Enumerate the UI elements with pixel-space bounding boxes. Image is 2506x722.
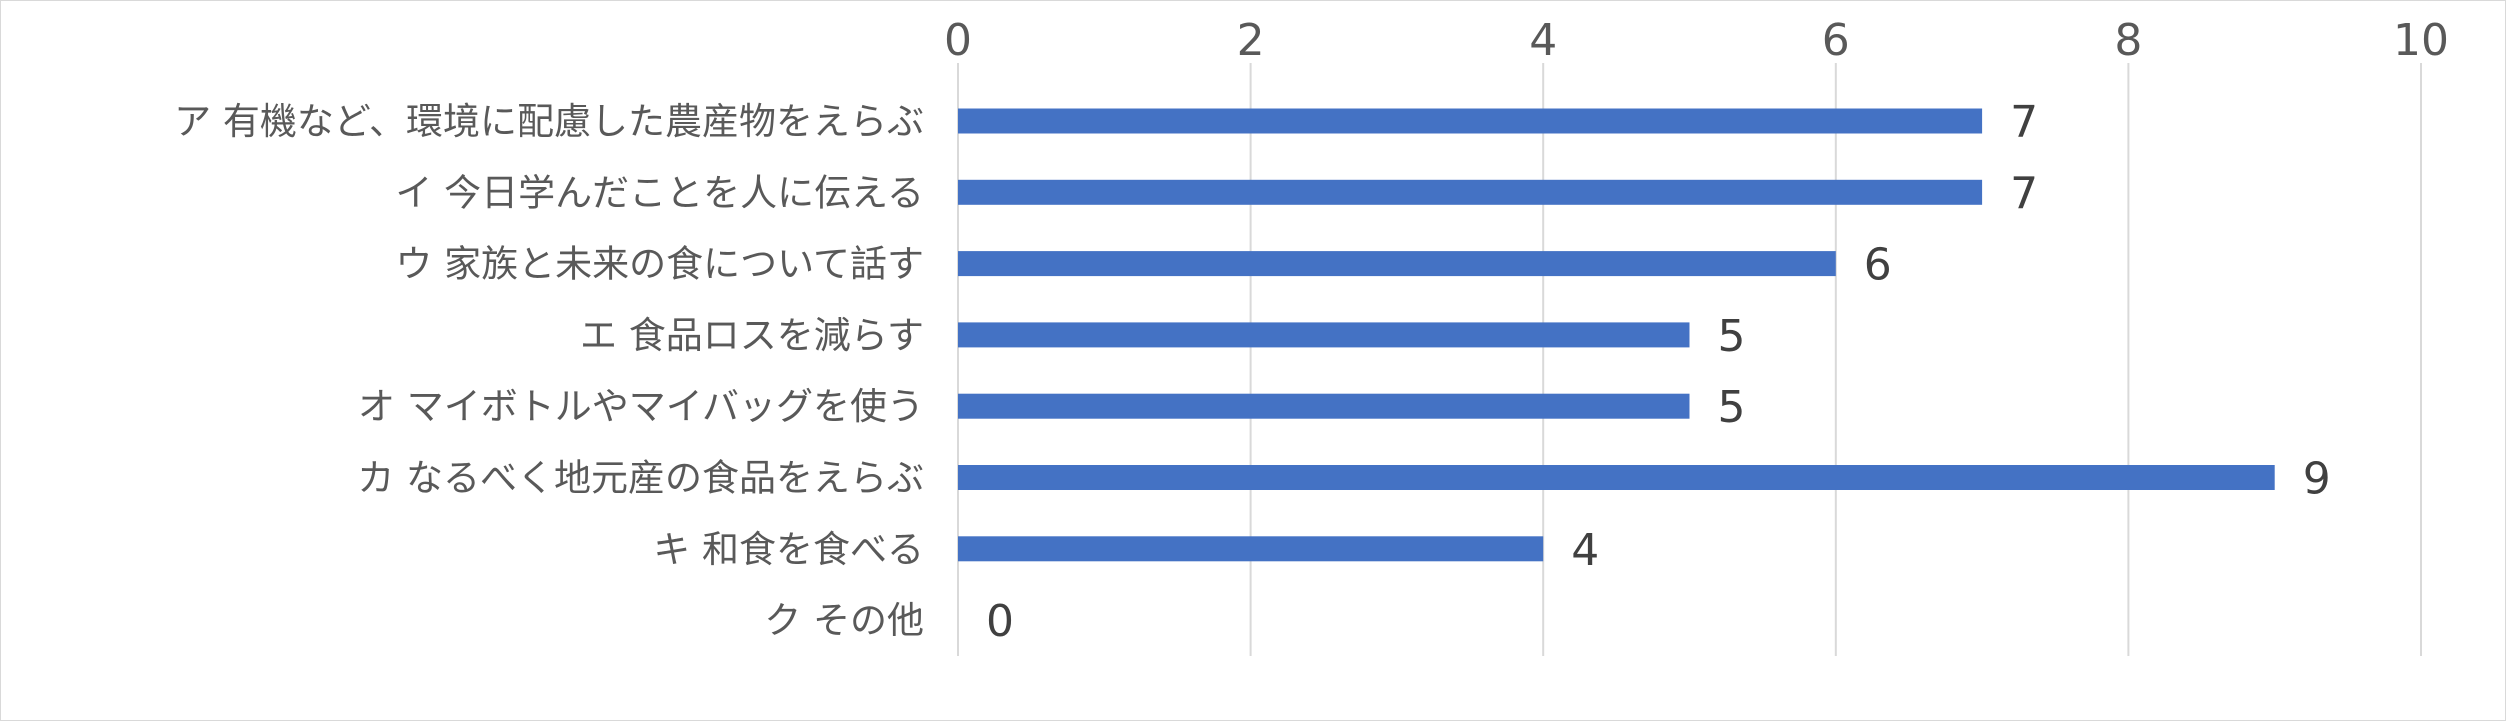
gridlines [957, 63, 2422, 656]
x-tick-label: 8 [2114, 15, 2142, 66]
data-label: 0 [986, 596, 1014, 647]
data-label: 5 [1718, 311, 1746, 362]
category-label: キ 和食を食べる [653, 528, 924, 571]
x-tick-label: 0 [944, 15, 972, 66]
x-axis-ticks: 0 2 4 6 8 10 [944, 15, 2449, 66]
data-label: 4 [1571, 525, 1599, 576]
data-label: 7 [2010, 97, 2038, 148]
bar [958, 393, 1690, 419]
bar [958, 536, 1544, 562]
data-labels: 7 7 6 5 5 9 4 0 [986, 97, 2331, 647]
category-label: ア 有機など、環境に配慮した農産物をえらぶ [174, 100, 924, 143]
data-label: 9 [2303, 454, 2331, 505]
x-tick-label: 2 [1237, 15, 1265, 66]
bar [958, 108, 1983, 134]
data-label: 5 [1718, 382, 1746, 433]
category-label: ク その他 [764, 599, 924, 642]
x-tick-label: 10 [2393, 15, 2449, 66]
category-label: イ 今日学んだことを人に伝える [395, 171, 924, 214]
data-label: 7 [2010, 168, 2038, 219]
x-tick-label: 4 [1529, 15, 1557, 66]
bar [958, 251, 1836, 277]
x-tick-label: 6 [1822, 15, 1850, 66]
data-label: 6 [1864, 240, 1892, 291]
bars [958, 108, 2275, 562]
bar [958, 179, 1983, 205]
category-label: エ 食品ロスを減らす [580, 314, 924, 357]
bar [958, 322, 1690, 348]
category-label: ウ 家族と未来の食について話す [395, 243, 924, 286]
category-label: オ マイボトルやマイバッグを使う [358, 385, 924, 428]
category-label: カ なるべく地元産の食品をえらぶ [357, 457, 924, 500]
bar [958, 465, 2275, 490]
